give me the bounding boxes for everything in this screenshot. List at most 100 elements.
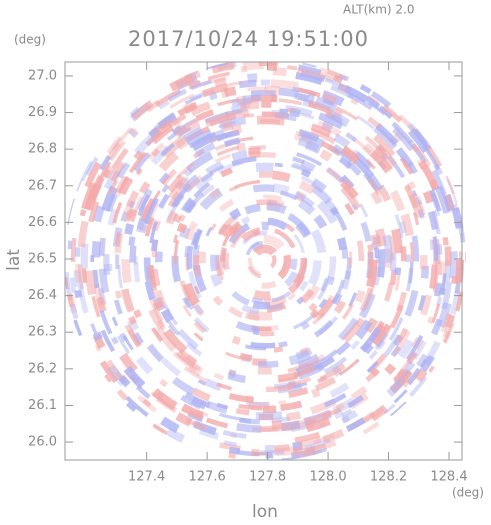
echo-arc [439, 244, 440, 254]
y-tick-label: 26.5 [28, 251, 57, 266]
echo-arc [231, 212, 239, 217]
echo-arc [154, 240, 156, 252]
echo-arc [239, 406, 262, 408]
echo-arc [89, 271, 92, 295]
echo-arc [370, 260, 373, 287]
y-tick-label: 26.9 [28, 105, 57, 120]
echo-arc [181, 224, 184, 232]
echo-arc [141, 219, 145, 232]
echo-arc [77, 264, 78, 282]
echo-arc [414, 236, 416, 261]
echo-arc [271, 83, 299, 86]
echo-arc [279, 111, 288, 112]
echo-arc [70, 241, 71, 250]
echo-arc [202, 252, 203, 264]
echo-arc [125, 289, 131, 311]
echo-arc [260, 452, 284, 453]
echo-arc [272, 175, 289, 178]
echo-arc [150, 346, 162, 360]
echo-arc [113, 338, 116, 344]
echo-arc [161, 381, 166, 385]
echo-arc [258, 364, 278, 365]
echo-arc [189, 246, 190, 269]
echo-arc [274, 349, 283, 350]
echo-arc [239, 138, 253, 140]
echo-arc [294, 235, 303, 253]
echo-arc [72, 278, 74, 293]
echo-arc [84, 268, 85, 282]
echo-arc [411, 242, 412, 261]
echo-arc [246, 404, 268, 405]
echo-arc [435, 237, 437, 262]
echo-arc [113, 317, 116, 325]
echo-arc [360, 204, 366, 217]
echo-arc [396, 275, 399, 290]
echo-arc [139, 359, 150, 372]
echo-arc [331, 385, 348, 394]
echo-arc [403, 247, 404, 262]
echo-arc [136, 262, 138, 282]
echo-arc [230, 187, 237, 190]
echo-arc [153, 425, 166, 433]
echo-arc [65, 198, 72, 225]
echo-arc [313, 450, 327, 454]
echo-arc [338, 343, 349, 353]
echo-arc [212, 224, 216, 230]
echo-arc [347, 420, 364, 429]
echo-arc [137, 137, 153, 153]
echo-arc [220, 201, 232, 210]
echo-arc [253, 188, 274, 189]
echo-arc [215, 155, 230, 161]
echo-arc [405, 215, 410, 236]
echo-arc [301, 184, 313, 191]
echo-arc [395, 229, 398, 253]
echo-arc [455, 276, 456, 283]
echo-arc [186, 170, 192, 175]
echo-arc [233, 293, 248, 303]
echo-arc [122, 334, 126, 341]
y-tick-label: 26.8 [28, 142, 57, 157]
echo-arc [215, 375, 224, 378]
echo-arc [370, 351, 376, 358]
echo-arc [237, 427, 261, 429]
echo-arc [100, 298, 104, 312]
echo-arc [273, 188, 288, 191]
echo-arc [323, 432, 343, 440]
echo-arc [247, 78, 257, 79]
echo-arc [463, 234, 464, 242]
echo-arc [432, 180, 436, 189]
echo-arc [317, 217, 324, 227]
x-tick-label: 128.4 [430, 470, 467, 485]
echo-arc [353, 205, 356, 211]
echo-arc [273, 71, 287, 72]
echo-arc [116, 300, 120, 314]
echo-arc [131, 237, 132, 246]
echo-arc [169, 212, 174, 224]
echo-arc [406, 186, 415, 208]
echo-arc [256, 249, 274, 253]
echo-arc [101, 310, 110, 333]
echo-arc [237, 146, 245, 148]
echo-arc [431, 212, 435, 230]
y-tick-label: 26.7 [28, 178, 57, 193]
echo-arc [275, 164, 283, 165]
echo-arc [321, 153, 330, 158]
x-tick-label: 128.0 [309, 470, 346, 485]
x-tick-label: 127.6 [189, 470, 226, 485]
echo-arc [373, 370, 378, 375]
echo-arc [279, 343, 287, 345]
echo-arc [438, 262, 439, 275]
echo-arc [306, 145, 320, 151]
echo-arc [168, 431, 183, 439]
echo-arc [131, 317, 134, 324]
echo-arc [160, 195, 167, 208]
echo-arc [73, 321, 79, 337]
echo-arc [155, 392, 176, 407]
echo-arc [364, 424, 379, 433]
echo-arc [312, 392, 319, 395]
echo-arc [214, 255, 215, 271]
echo-arc [186, 246, 187, 257]
echo-arc [340, 73, 349, 77]
y-tick-label: 26.3 [28, 325, 57, 340]
echo-arc [344, 271, 348, 289]
